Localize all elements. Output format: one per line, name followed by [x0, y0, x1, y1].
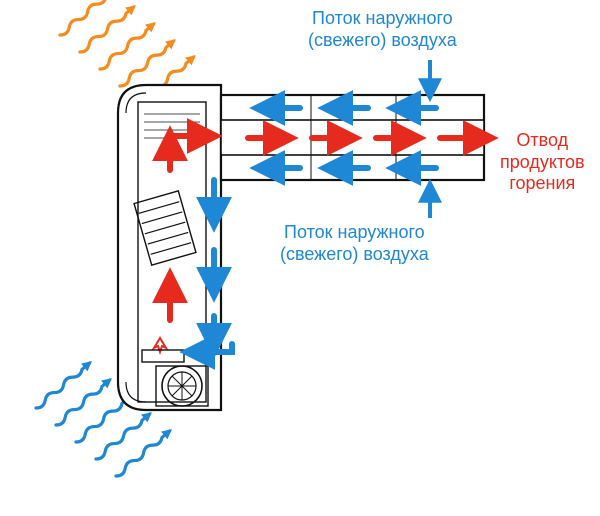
label-top: Поток наружного (свежего) воздуха — [308, 8, 457, 51]
label-bottom: Поток наружного (свежего) воздуха — [280, 222, 429, 265]
label-right: Отвод продуктов горения — [500, 130, 585, 195]
